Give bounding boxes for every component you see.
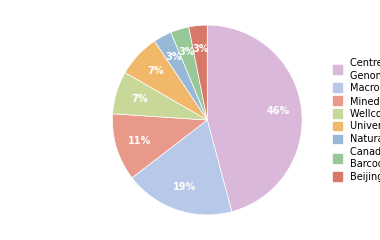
Wedge shape — [207, 25, 302, 212]
Wedge shape — [189, 25, 207, 120]
Text: 3%: 3% — [165, 52, 182, 62]
Wedge shape — [125, 41, 207, 120]
Text: 19%: 19% — [173, 182, 196, 192]
Text: 7%: 7% — [131, 94, 147, 104]
Text: 3%: 3% — [192, 44, 209, 54]
Text: 46%: 46% — [266, 106, 290, 116]
Wedge shape — [112, 72, 207, 120]
Wedge shape — [112, 114, 207, 178]
Legend: Centre for Biodiversity
Genomics [12], Macrogen, Korea [5], Mined from GenBank, : Centre for Biodiversity Genomics [12], M… — [331, 56, 380, 184]
Wedge shape — [155, 32, 207, 120]
Text: 11%: 11% — [128, 136, 151, 146]
Wedge shape — [132, 120, 232, 215]
Text: 7%: 7% — [147, 66, 163, 76]
Wedge shape — [171, 27, 207, 120]
Text: 3%: 3% — [178, 47, 195, 57]
